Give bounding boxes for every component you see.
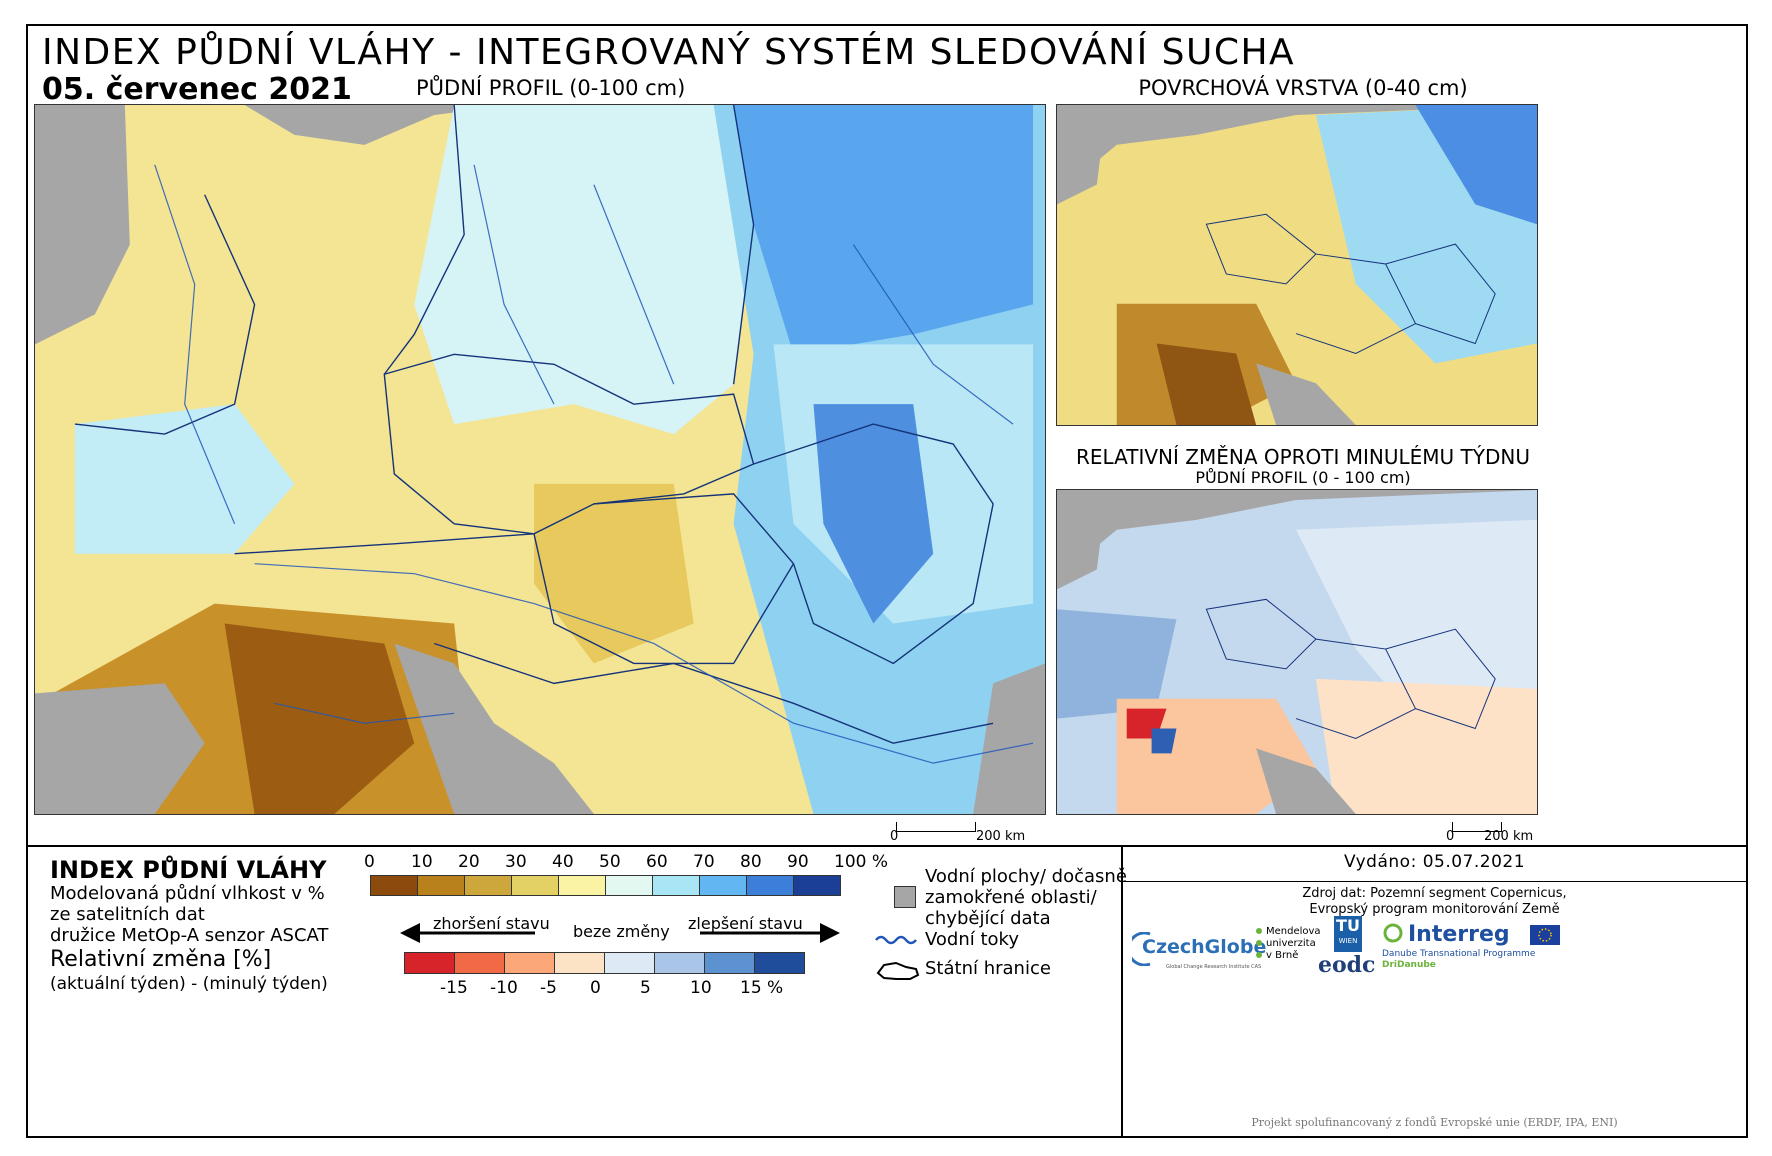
legend-desc-3: družice MetOp-A senzor ASCAT <box>50 925 329 946</box>
change-tick-1: -10 <box>490 978 518 998</box>
borders-label: Státní hranice <box>925 958 1051 979</box>
eu-flag-icon <box>1530 925 1560 945</box>
czechglobe-subtext: Global Change Research Institute CAS <box>1166 964 1262 970</box>
index-color-3 <box>511 875 559 896</box>
change-tick-3: 0 <box>590 978 601 998</box>
change-tick-2: -5 <box>540 978 557 998</box>
main-scalebar <box>896 822 976 832</box>
index-tick-8: 80 <box>740 852 762 872</box>
change-color-6 <box>704 952 755 974</box>
change-color-0 <box>404 952 455 974</box>
surface-layer-map <box>1056 104 1538 426</box>
water-swatch <box>894 886 916 908</box>
main-soil-moisture-map <box>34 104 1046 815</box>
index-color-5 <box>605 875 653 896</box>
change-map-sublabel: PŮDNÍ PROFIL (0 - 100 cm) <box>1195 468 1411 487</box>
change-map-label: RELATIVNÍ ZMĚNA OPROTI MINULÉMU TÝDNU <box>1075 445 1530 469</box>
legend-title: INDEX PŮDNÍ VLÁHY <box>50 856 327 884</box>
dridanube-text: DriDanube <box>1382 960 1436 970</box>
eodc-logo: eodc <box>1318 952 1376 978</box>
project-note: Projekt spolufinancovaný z fondů Evropsk… <box>1251 1116 1618 1129</box>
index-tick-0: 0 <box>364 852 375 872</box>
interreg-text: Interreg <box>1408 922 1510 947</box>
issued-divider <box>1121 881 1748 882</box>
legend-separator <box>28 845 1746 847</box>
water-label-1: Vodní plochy/ dočasně <box>925 866 1127 887</box>
index-color-1 <box>417 875 465 896</box>
index-color-6 <box>652 875 700 896</box>
legend-desc-1: Modelovaná půdní vlhkost v % <box>50 883 325 904</box>
water-label-3: chybějící data <box>925 908 1051 929</box>
change-color-1 <box>454 952 505 974</box>
better-label: zlepšení stavu <box>688 914 803 933</box>
index-color-9 <box>793 875 841 896</box>
change-color-3 <box>554 952 605 974</box>
interreg-subtext: Danube Transnational Programme <box>1382 949 1536 959</box>
index-tick-3: 30 <box>505 852 527 872</box>
index-tick-10: 100 % <box>834 852 889 872</box>
change-legend-desc: (aktuální týden) - (minulý týden) <box>50 974 328 994</box>
index-color-7 <box>699 875 747 896</box>
map-sheet: INDEX PŮDNÍ VLÁHY - INTEGROVANÝ SYSTÉM S… <box>26 24 1748 1138</box>
worse-label: zhoršení stavu <box>433 914 550 933</box>
index-color-8 <box>746 875 794 896</box>
change-tick-4: 5 <box>640 978 651 998</box>
map-title: INDEX PŮDNÍ VLÁHY - INTEGROVANÝ SYSTÉM S… <box>42 32 1296 73</box>
water-label-2: zamokřené oblasti/ <box>925 887 1097 908</box>
index-tick-9: 90 <box>787 852 809 872</box>
index-tick-5: 50 <box>599 852 621 872</box>
change-color-7 <box>754 952 805 974</box>
footer-divider <box>1121 845 1123 1138</box>
rivers-label: Vodní toky <box>925 929 1019 950</box>
change-legend-title: Relativní změna [%] <box>50 947 272 972</box>
issued-date: Vydáno: 05.07.2021 <box>1343 852 1526 872</box>
change-tick-6: 15 % <box>740 978 784 998</box>
index-tick-4: 40 <box>552 852 574 872</box>
map-date: 05. červenec 2021 <box>42 72 352 107</box>
small-scalebar-end: 200 km <box>1484 829 1534 844</box>
index-tick-7: 70 <box>693 852 715 872</box>
index-tick-1: 10 <box>411 852 433 872</box>
change-tick-5: 10 <box>690 978 712 998</box>
change-color-4 <box>604 952 655 974</box>
tu-subtext: WIEN <box>1338 937 1358 945</box>
index-color-4 <box>558 875 606 896</box>
border-symbol <box>876 961 920 980</box>
surface-map-label: POVRCHOVÁ VRSTVA (0-40 cm) <box>1138 76 1468 100</box>
source-line-1: Zdroj dat: Pozemní segment Copernicus, <box>1302 886 1567 901</box>
small-scalebar <box>1452 822 1502 832</box>
trend-arrows <box>400 923 840 943</box>
index-tick-6: 60 <box>646 852 668 872</box>
index-color-0 <box>370 875 418 896</box>
small-scalebar-start: 0 <box>1446 829 1455 844</box>
change-tick-0: -15 <box>440 978 468 998</box>
mendel-line-1: Mendelova <box>1266 926 1321 937</box>
main-scalebar-start: 0 <box>890 829 899 844</box>
tu-text: TU <box>1336 916 1360 935</box>
nochange-label: beze změny <box>573 922 670 941</box>
legend-desc-2: ze satelitních dat <box>50 904 205 925</box>
change-color-5 <box>654 952 705 974</box>
main-map-label: PŮDNÍ PROFIL (0-100 cm) <box>416 76 686 100</box>
czechglobe-text: CzechGlobe <box>1142 936 1267 958</box>
tu-wien-logo: TU WIEN <box>1334 916 1362 952</box>
source-line-2: Evropský program monitorování Země <box>1309 902 1560 917</box>
mendel-line-3: v Brně <box>1266 950 1299 961</box>
mendel-line-2: univerzita <box>1266 938 1316 949</box>
river-symbol <box>875 935 917 945</box>
index-color-2 <box>464 875 512 896</box>
change-color-2 <box>504 952 555 974</box>
main-scalebar-end: 200 km <box>976 829 1026 844</box>
index-tick-2: 20 <box>458 852 480 872</box>
weekly-change-map <box>1056 489 1538 815</box>
